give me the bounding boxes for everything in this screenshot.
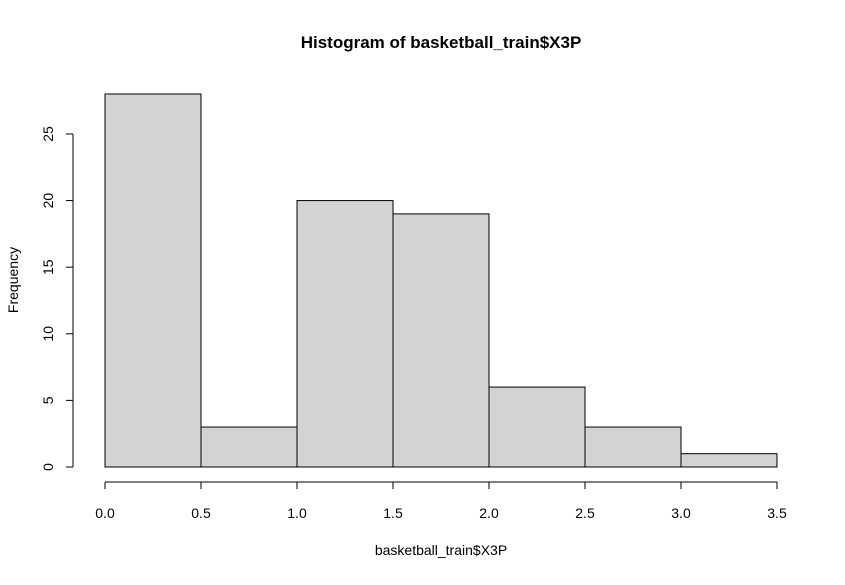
x-axis: 0.0 0.5 1.0 1.5 2.0 2.5 3.0 3.5 xyxy=(95,481,787,521)
chart-title: Histogram of basketball_train$X3P xyxy=(301,33,582,52)
x-axis-label: basketball_train$X3P xyxy=(375,542,507,558)
x-tick-label-3: 1.5 xyxy=(383,505,403,521)
histogram-bar-0 xyxy=(104,93,202,468)
histogram-bar-1 xyxy=(200,426,298,468)
y-tick-label-1: 5 xyxy=(40,396,56,404)
histogram-bar-3 xyxy=(392,213,490,468)
histogram-bar-6 xyxy=(680,453,778,468)
y-tick-label-3: 15 xyxy=(40,259,56,275)
y-tick-label-4: 20 xyxy=(40,193,56,209)
y-tick-label-2: 10 xyxy=(40,326,56,342)
y-axis: 0 5 10 15 20 25 xyxy=(40,126,74,471)
x-tick-label-2: 1.0 xyxy=(287,505,307,521)
x-tick-label-7: 3.5 xyxy=(767,505,787,521)
x-tick-label-1: 0.5 xyxy=(191,505,211,521)
x-tick-label-0: 0.0 xyxy=(95,505,115,521)
x-tick-label-4: 2.0 xyxy=(479,505,499,521)
x-tick-label-6: 3.0 xyxy=(671,505,691,521)
histogram-bar-5 xyxy=(584,426,682,468)
y-axis-label: Frequency xyxy=(5,247,21,313)
histogram-bar-4 xyxy=(488,386,586,468)
y-tick-label-5: 25 xyxy=(40,126,56,142)
histogram-bar-2 xyxy=(296,200,394,468)
x-tick-label-5: 2.5 xyxy=(575,505,595,521)
y-tick-label-0: 0 xyxy=(40,463,56,471)
histogram-bars xyxy=(104,93,778,468)
